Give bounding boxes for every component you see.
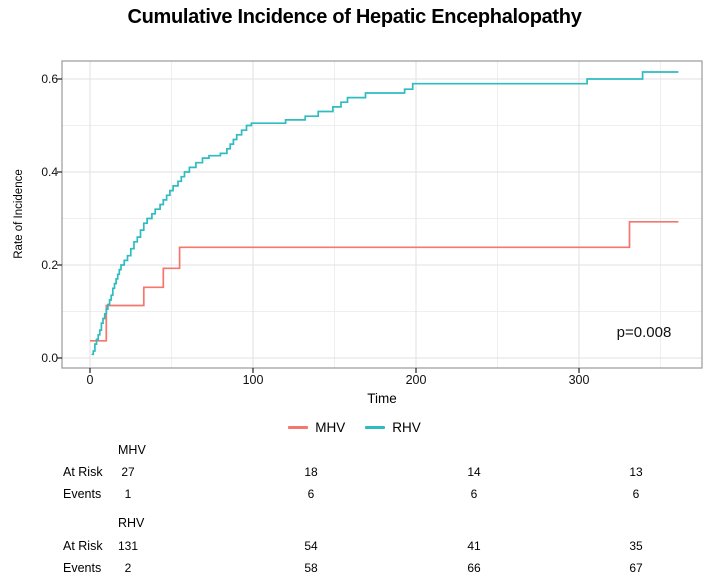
risk-cell: 66 bbox=[467, 561, 481, 575]
risk-cell: 6 bbox=[632, 487, 640, 501]
axis-ticks bbox=[57, 78, 580, 373]
risk-table-row: At Risk 27 18 14 13 bbox=[0, 464, 709, 480]
risk-cell: 14 bbox=[467, 465, 481, 479]
risk-cell: 41 bbox=[467, 539, 481, 553]
risk-row-label: Events bbox=[63, 561, 102, 575]
y-axis-tick-label: 0.0 bbox=[41, 351, 58, 365]
rhv-line-swatch-icon bbox=[365, 426, 386, 429]
risk-cell: 18 bbox=[304, 465, 318, 479]
risk-row-label: At Risk bbox=[63, 539, 103, 553]
minor-gridlines bbox=[62, 61, 702, 368]
risk-cell: 58 bbox=[304, 561, 318, 575]
risk-group-header-row: RHV bbox=[0, 515, 709, 531]
risk-cell: 35 bbox=[629, 539, 643, 553]
y-axis-title: Rate of Incidence bbox=[13, 169, 25, 259]
risk-cell: 131 bbox=[117, 539, 139, 553]
risk-cell: 6 bbox=[470, 487, 478, 501]
y-axis-tick-label: 0.6 bbox=[41, 72, 58, 86]
risk-cell: 13 bbox=[629, 465, 643, 479]
x-axis-tick-label: 200 bbox=[405, 373, 427, 387]
risk-group-header-row: MHV bbox=[0, 442, 709, 458]
risk-cell: 2 bbox=[124, 561, 132, 575]
risk-group-header: MHV bbox=[118, 443, 146, 457]
risk-cell: 27 bbox=[121, 465, 135, 479]
risk-cell: 6 bbox=[307, 487, 315, 501]
legend-item-rhv: RHV bbox=[365, 420, 421, 435]
p-value-annotation: p=0.008 bbox=[616, 324, 672, 341]
y-axis-tick-label: 0.4 bbox=[41, 165, 58, 179]
x-axis-tick-label: 0 bbox=[86, 373, 94, 387]
plot-panel bbox=[62, 61, 702, 368]
x-axis-tick-label: 300 bbox=[568, 373, 590, 387]
risk-table-row: Events 2 58 66 67 bbox=[0, 560, 709, 576]
chart-title: Cumulative Incidence of Hepatic Encephal… bbox=[127, 6, 582, 28]
panel-border bbox=[61, 60, 703, 369]
risk-cell: 67 bbox=[629, 561, 643, 575]
legend-label-rhv: RHV bbox=[392, 420, 421, 435]
y-axis-tick-label: 0.2 bbox=[41, 258, 58, 272]
risk-row-label: At Risk bbox=[63, 465, 103, 479]
x-axis-tick-label: 100 bbox=[242, 373, 264, 387]
rhv-curve bbox=[91, 71, 679, 356]
risk-cell: 54 bbox=[304, 539, 318, 553]
risk-table-row: At Risk 131 54 41 35 bbox=[0, 538, 709, 554]
risk-group-header: RHV bbox=[118, 516, 145, 530]
legend: MHV RHV bbox=[0, 420, 709, 435]
legend-label-mhv: MHV bbox=[315, 420, 346, 435]
risk-cell: 1 bbox=[124, 487, 132, 501]
risk-table-row: Events 1 6 6 6 bbox=[0, 486, 709, 502]
legend-item-mhv: MHV bbox=[288, 420, 345, 435]
x-axis-title: Time bbox=[367, 391, 397, 406]
mhv-line-swatch-icon bbox=[288, 426, 309, 429]
risk-row-label: Events bbox=[63, 487, 102, 501]
